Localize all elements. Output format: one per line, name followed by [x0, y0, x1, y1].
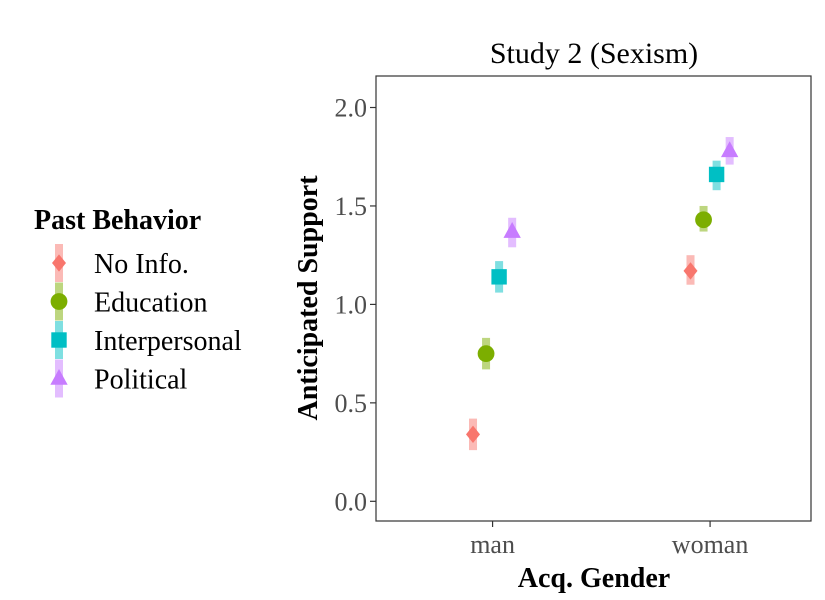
legend: Past Behavior No Info. Education Interpers… — [34, 205, 242, 398]
data-point — [466, 425, 481, 444]
plot-marks — [466, 137, 739, 451]
y-tick-label: 0.0 — [335, 487, 368, 516]
data-point — [477, 345, 495, 363]
legend-key-marker — [50, 368, 68, 385]
data-point — [720, 141, 739, 158]
y-axis: 0.0 0.5 1.0 1.5 2.0 — [335, 94, 376, 516]
plot-title: Study 2 (Sexism) — [490, 37, 698, 70]
legend-key-marker — [51, 332, 67, 348]
y-tick-label: 1.0 — [335, 290, 368, 319]
x-axis-title: Acq. Gender — [518, 563, 670, 594]
legend-label: No Info. — [94, 249, 189, 280]
y-axis-title: Anticipated Support — [293, 175, 324, 421]
data-point — [683, 262, 698, 280]
x-axis: man woman — [470, 521, 748, 559]
x-tick-label: woman — [672, 530, 749, 559]
legend-label: Education — [94, 288, 208, 319]
plot-panel — [375, 75, 812, 522]
y-tick-label: 0.5 — [335, 389, 368, 418]
data-point — [708, 166, 725, 183]
legend-label: Interpersonal — [94, 326, 242, 357]
data-point — [503, 222, 521, 238]
y-tick-label: 1.5 — [335, 192, 368, 221]
data-point — [491, 269, 507, 285]
legend-title: Past Behavior — [34, 205, 201, 236]
y-tick-label: 2.0 — [335, 94, 368, 123]
x-tick-label: man — [470, 530, 515, 559]
legend-label: Political — [94, 365, 188, 396]
legend-key-marker — [52, 254, 66, 272]
legend-key-marker — [50, 293, 68, 310]
data-point — [695, 211, 712, 229]
